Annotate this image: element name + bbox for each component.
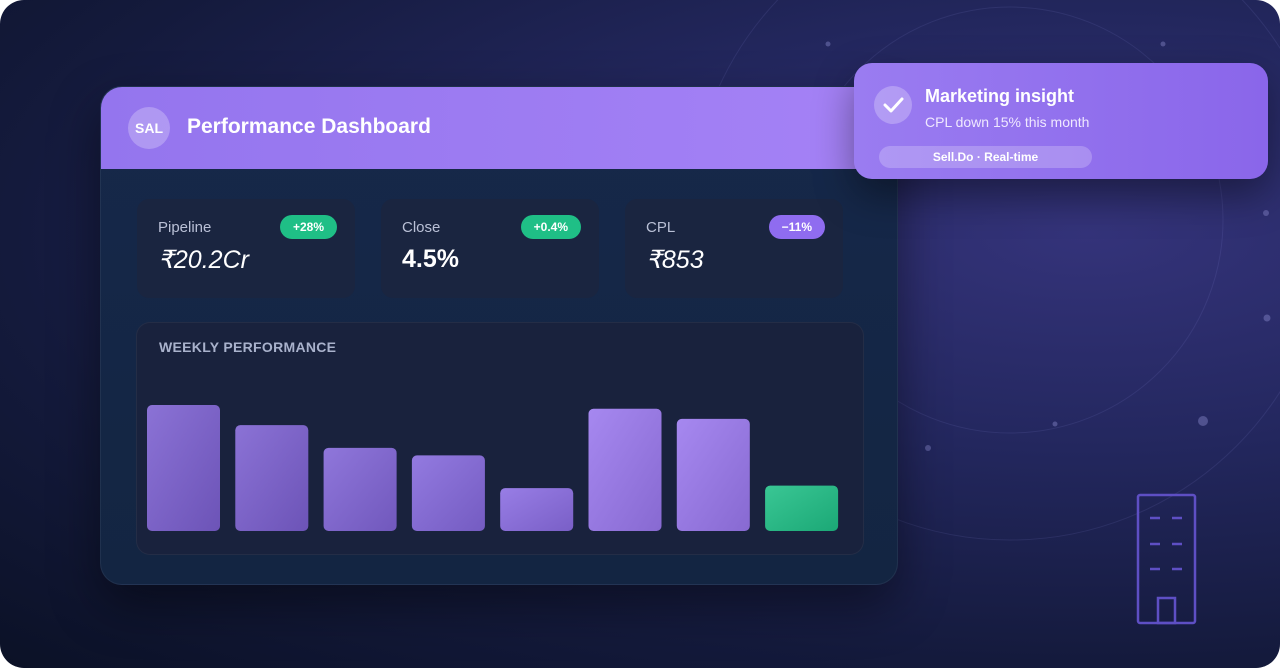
kpi-change: +28% xyxy=(279,215,337,239)
bar-sheen xyxy=(147,405,220,531)
kpi-label: Pipeline xyxy=(158,219,212,236)
kpi-value: ₹853 xyxy=(646,246,704,274)
kpi-change: −11% xyxy=(768,215,825,239)
kpi-change: +0.4% xyxy=(520,215,581,239)
notification-title: Marketing insight xyxy=(925,86,1075,106)
bar-sheen xyxy=(235,425,309,531)
bar-chart xyxy=(147,405,839,531)
check-icon xyxy=(874,86,912,124)
notification[interactable]: Marketing insight CPL down 15% this mont… xyxy=(854,63,1268,179)
kpi-card: CPL ₹853 −11% xyxy=(625,199,843,298)
bar-sheen xyxy=(323,447,397,531)
bar-sheen xyxy=(411,455,485,531)
bar-sheen xyxy=(765,485,839,531)
header: SAL Performance Dashboard xyxy=(101,87,897,169)
kpi-label: CPL xyxy=(646,219,676,236)
chart-title: WEEKLY PERFORMANCE xyxy=(159,339,337,355)
kpi-value: 4.5% xyxy=(402,245,459,273)
kpi-card: Pipeline ₹20.2Cr +28% xyxy=(137,199,355,298)
kpi-label: Close xyxy=(402,219,441,236)
notification-text: CPL down 15% this month xyxy=(925,114,1090,130)
bar-sheen xyxy=(588,408,662,531)
kpi-card: Close 4.5% +0.4% xyxy=(381,199,599,298)
bar-sheen xyxy=(676,418,750,531)
chart-panel: WEEKLY PERFORMANCE xyxy=(136,322,864,555)
kpi-value: ₹20.2Cr xyxy=(158,246,249,274)
avatar: SAL xyxy=(128,107,170,149)
bar-sheen xyxy=(500,488,574,531)
notification-tag: Sell.Do · Real-time xyxy=(879,146,1092,168)
dashboard-title: Performance Dashboard xyxy=(187,115,431,138)
dashboard-card: SAL Performance Dashboard Pipeline ₹20.2C… xyxy=(100,86,898,585)
